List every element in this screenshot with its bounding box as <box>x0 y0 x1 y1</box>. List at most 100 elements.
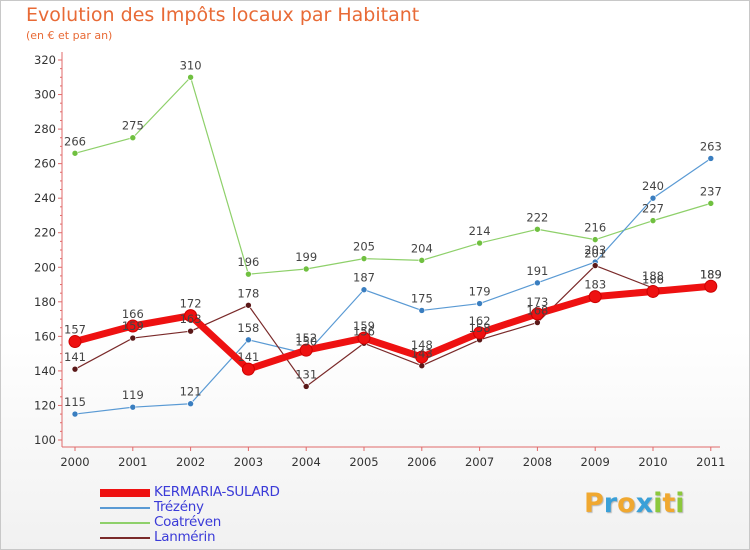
legend-label: Lanmérin <box>154 529 216 545</box>
series-point-2 <box>476 239 483 247</box>
data-label-3: 143 <box>411 347 433 361</box>
series-point-0 <box>299 343 313 357</box>
series-point-0 <box>357 331 371 345</box>
data-label-3: 159 <box>122 319 144 333</box>
legend-swatch <box>100 489 150 497</box>
y-tick-label: 240 <box>34 191 56 205</box>
series-point-2 <box>418 257 426 264</box>
series-point-2 <box>245 270 252 278</box>
series-point-0 <box>184 309 198 323</box>
y-tick-label: 160 <box>34 329 56 343</box>
series-point-2 <box>302 265 310 273</box>
data-label-0: 189 <box>700 267 722 281</box>
series-point-2 <box>707 200 715 207</box>
data-label-3: 178 <box>237 286 259 300</box>
series-point-3 <box>591 262 599 269</box>
data-label-0: 159 <box>353 319 375 333</box>
x-tick-label: 2007 <box>465 455 494 469</box>
series-point-0 <box>646 284 660 298</box>
data-label-3: 141 <box>64 350 86 364</box>
series-point-3 <box>302 383 310 390</box>
series-point-0 <box>530 307 544 321</box>
data-label-1: 179 <box>469 285 491 299</box>
series-point-2 <box>360 255 368 262</box>
data-label-1: 158 <box>237 321 259 335</box>
y-tick-label: 280 <box>34 122 56 136</box>
legend-swatch <box>100 507 150 509</box>
y-tick-label: 140 <box>34 364 56 378</box>
data-label-2: 275 <box>122 119 144 133</box>
y-tick-label: 320 <box>34 53 56 67</box>
series-point-1 <box>649 194 657 202</box>
data-label-0: 172 <box>180 297 202 311</box>
data-label-2: 310 <box>180 58 202 72</box>
data-label-0: 152 <box>295 331 317 345</box>
data-label-2: 222 <box>526 210 548 224</box>
data-label-1: 119 <box>122 388 144 402</box>
data-label-3: 158 <box>469 321 491 335</box>
data-label-2: 196 <box>237 255 259 269</box>
series-point-2 <box>534 225 541 233</box>
series-line-3 <box>74 264 711 388</box>
data-label-3: 168 <box>526 304 548 318</box>
series-point-0 <box>473 326 487 340</box>
series-point-1 <box>476 300 483 307</box>
x-tick-label: 2004 <box>292 455 321 469</box>
data-label-0: 166 <box>122 307 144 321</box>
series-point-1 <box>534 279 541 287</box>
y-tick-label: 180 <box>34 295 56 309</box>
data-label-0: 183 <box>584 278 606 292</box>
x-tick-label: 2010 <box>638 455 667 469</box>
series-line-2 <box>74 76 711 275</box>
series-points <box>68 73 718 418</box>
x-tick-label: 2011 <box>696 455 725 469</box>
x-tick-label: 2000 <box>60 455 89 469</box>
data-label-3: 189 <box>700 267 722 281</box>
data-label-1: 115 <box>64 395 86 409</box>
legend-swatch <box>100 522 150 524</box>
x-tick-label: 2001 <box>118 455 147 469</box>
series-point-1 <box>360 286 368 294</box>
data-label-2: 205 <box>353 240 375 254</box>
legend-label: Trézény <box>154 499 204 515</box>
logo-letter: t <box>662 488 676 519</box>
logo-letter: i <box>675 488 685 519</box>
data-label-0: 157 <box>64 323 86 337</box>
data-label-1: 263 <box>700 139 722 153</box>
data-label-3: 156 <box>353 324 375 338</box>
data-label-1: 150 <box>295 335 317 349</box>
y-tick-label: 100 <box>34 433 56 447</box>
series-point-3 <box>187 327 194 335</box>
data-label-1: 175 <box>411 291 433 305</box>
series-point-2 <box>129 134 137 142</box>
data-label-2: 216 <box>584 221 606 235</box>
logo-letter: r <box>603 488 618 519</box>
y-tick-label: 200 <box>34 260 56 274</box>
legend-label: KERMARIA-SULARD <box>154 484 280 500</box>
x-tick-label: 2002 <box>176 455 205 469</box>
series-point-0 <box>588 290 602 304</box>
series-point-0 <box>415 350 429 364</box>
data-label-3: 131 <box>295 367 317 381</box>
data-label-0: 141 <box>237 350 259 364</box>
series-point-2 <box>71 149 79 157</box>
data-label-0: 162 <box>469 314 491 328</box>
data-label-0: 148 <box>411 338 433 352</box>
x-tick-label: 2008 <box>523 455 552 469</box>
series-point-3 <box>245 301 252 309</box>
series-line-1 <box>74 157 712 415</box>
x-tick-label: 2009 <box>581 455 610 469</box>
y-tick-label: 260 <box>34 157 56 171</box>
data-label-1: 203 <box>584 243 606 257</box>
data-labels: 266 275 310 196 199 205 204 214 222 216 227 237 115 1… <box>64 58 722 409</box>
logo-letter: x <box>635 488 654 519</box>
y-tick-label: 220 <box>34 226 56 240</box>
data-label-2: 199 <box>295 250 317 264</box>
series-point-1 <box>418 307 426 314</box>
data-label-2: 204 <box>411 241 433 255</box>
series-point-2 <box>187 73 194 81</box>
chart-subtitle: (en € et par an) <box>26 29 113 42</box>
series-point-3 <box>71 365 79 373</box>
